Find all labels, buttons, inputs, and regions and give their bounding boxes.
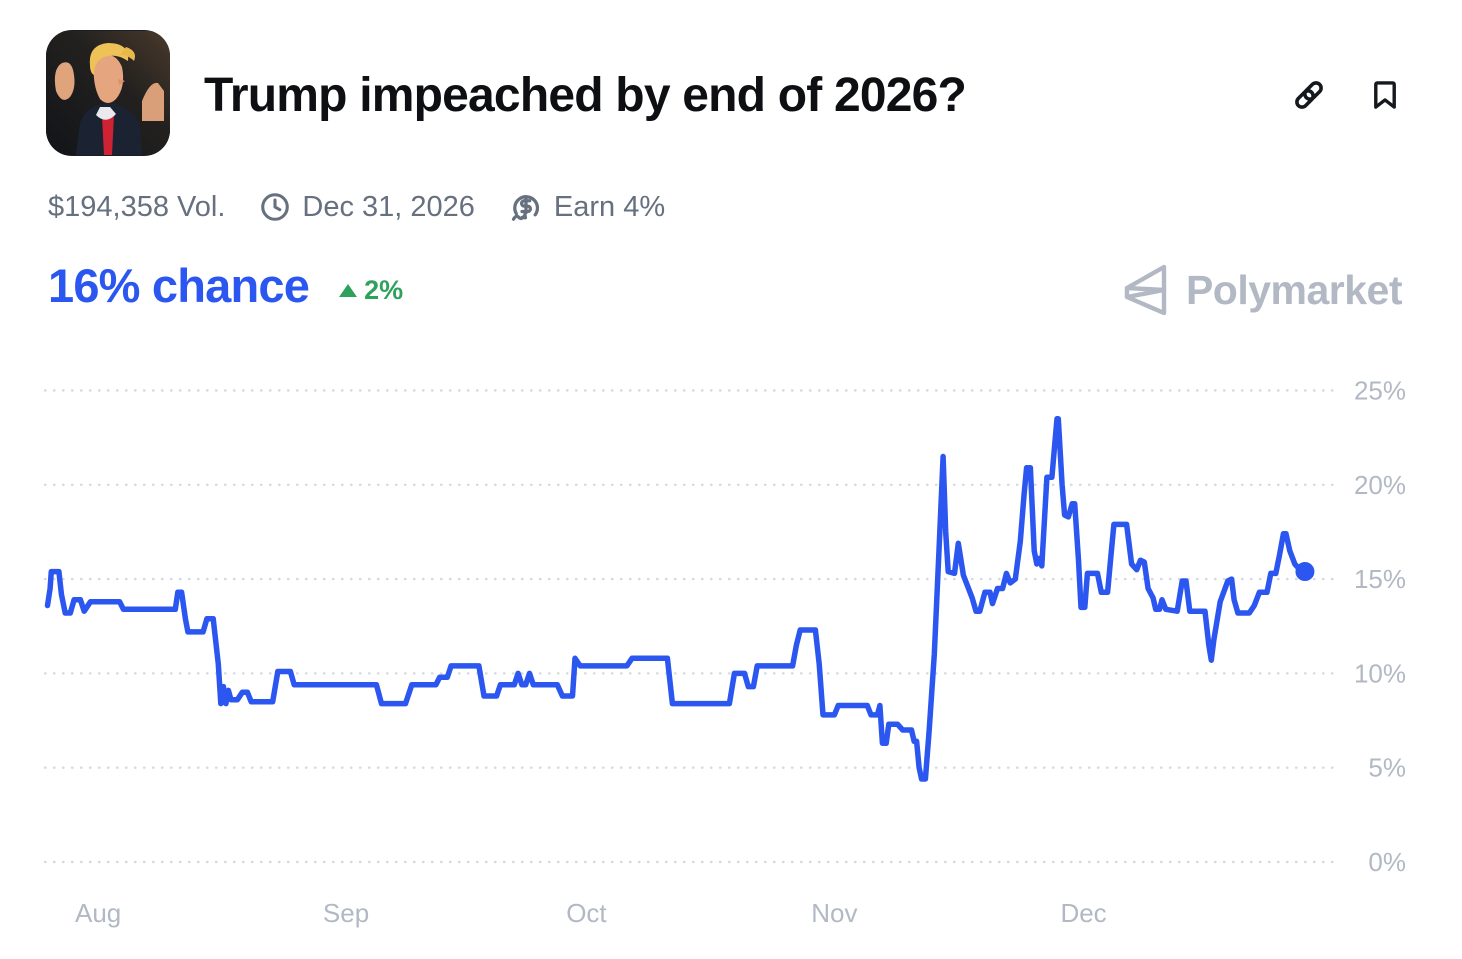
earn-stat[interactable]: Earn 4% — [509, 190, 665, 224]
x-axis-label-Nov: Nov — [811, 898, 857, 928]
market-title[interactable]: Trump impeached by end of 2026? — [204, 69, 967, 122]
header-actions — [1290, 76, 1404, 114]
y-axis-label-0%: 0% — [1368, 847, 1406, 877]
y-axis-label-20%: 20% — [1354, 470, 1406, 500]
bookmark-button[interactable] — [1366, 76, 1404, 114]
chance-delta: 2% — [339, 275, 403, 306]
end-date-stat: Dec 31, 2026 — [259, 191, 475, 224]
clock-icon — [261, 193, 290, 221]
x-axis-label-Oct: Oct — [566, 898, 607, 928]
polymarket-logo-icon — [1124, 264, 1167, 316]
x-axis-label-Aug: Aug — [75, 898, 121, 928]
y-axis-label-5%: 5% — [1368, 753, 1406, 783]
chance-delta-value: 2% — [364, 275, 404, 305]
latest-point-marker — [1295, 562, 1315, 582]
volume-stat: $194,358 Vol. — [48, 191, 225, 224]
link-icon — [1295, 81, 1323, 109]
end-date-value: Dec 31, 2026 — [302, 190, 475, 223]
x-axis-label-Dec: Dec — [1060, 898, 1106, 928]
market-stats: $194,358 Vol. Dec 31, 2026 Earn 4% — [48, 190, 665, 224]
price-chart[interactable]: 0% 5% 10% 15% 20% 25% Aug Sep Oct Nov Dec — [0, 370, 1462, 954]
copy-link-button[interactable] — [1290, 76, 1328, 114]
chance-value: 16% chance — [48, 259, 310, 312]
earn-label: Earn 4% — [553, 190, 666, 223]
y-axis-label-15%: 15% — [1354, 564, 1406, 594]
price-chart-svg: 0% 5% 10% 15% 20% 25% Aug Sep Oct Nov Dec — [43, 376, 1406, 928]
market-avatar[interactable] — [46, 30, 170, 156]
bookmark-icon — [1374, 81, 1396, 109]
polymarket-brand[interactable]: Polymarket — [1122, 264, 1403, 316]
x-axis-label-Sep: Sep — [323, 898, 369, 928]
chance-row: 16% chance 2% — [48, 258, 403, 313]
up-triangle-icon — [339, 284, 358, 297]
polymarket-wordmark: Polymarket — [1185, 266, 1403, 313]
y-axis-label-25%: 25% — [1354, 376, 1406, 406]
earn-icon — [511, 195, 539, 221]
probability-line[interactable] — [44, 416, 1308, 782]
market-avatar-image — [46, 31, 170, 155]
y-axis-label-10%: 10% — [1354, 658, 1406, 688]
volume-value: $194,358 Vol. — [48, 190, 226, 223]
